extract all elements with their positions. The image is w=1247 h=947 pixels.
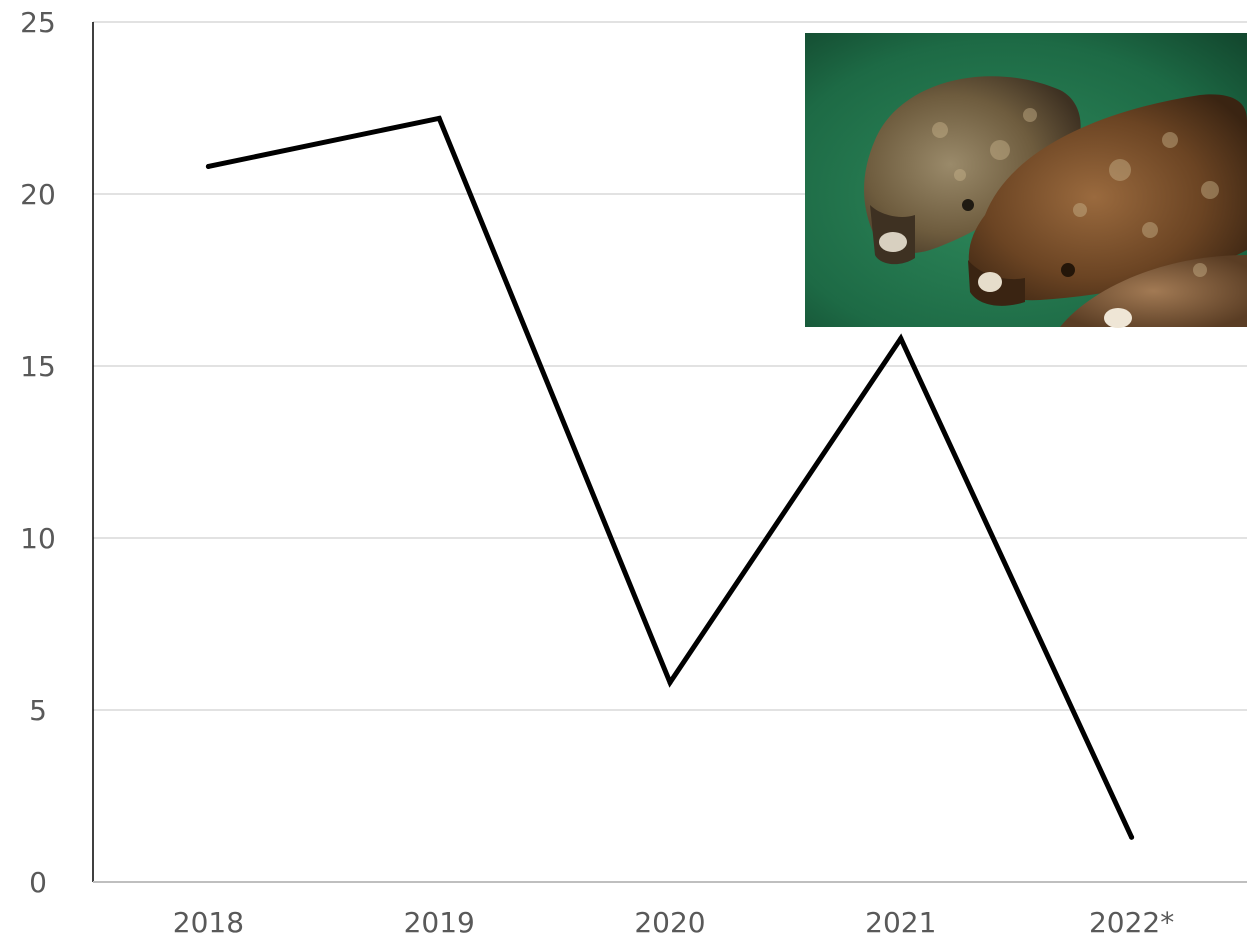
x-tick-label: 2018 (173, 906, 244, 939)
y-tick-label: 5 (29, 694, 47, 727)
series-group (205, 115, 1135, 840)
data-point (898, 335, 904, 341)
y-axis-labels: 0 5 10 15 20 25 (20, 6, 56, 899)
fish-spots (932, 108, 1219, 277)
fish-body-left (864, 76, 1081, 265)
data-point (205, 163, 211, 169)
inset-fish-photo (805, 33, 1247, 328)
data-point (1129, 834, 1135, 840)
x-axis-labels: 2018 2019 2020 2021 2022* (173, 906, 1174, 939)
y-tick-label: 10 (20, 522, 56, 555)
y-tick-label: 0 (29, 866, 47, 899)
x-tick-label: 2019 (404, 906, 475, 939)
x-tick-label: 2022* (1089, 906, 1174, 939)
fish-body-right (968, 94, 1247, 306)
data-point (436, 115, 442, 121)
y-tick-label: 20 (20, 178, 56, 211)
y-tick-label: 15 (20, 350, 56, 383)
x-tick-label: 2021 (865, 906, 936, 939)
y-tick-label: 25 (20, 6, 56, 39)
fish-body-bottom (1060, 255, 1247, 328)
data-point (667, 679, 673, 685)
x-tick-label: 2020 (634, 906, 705, 939)
